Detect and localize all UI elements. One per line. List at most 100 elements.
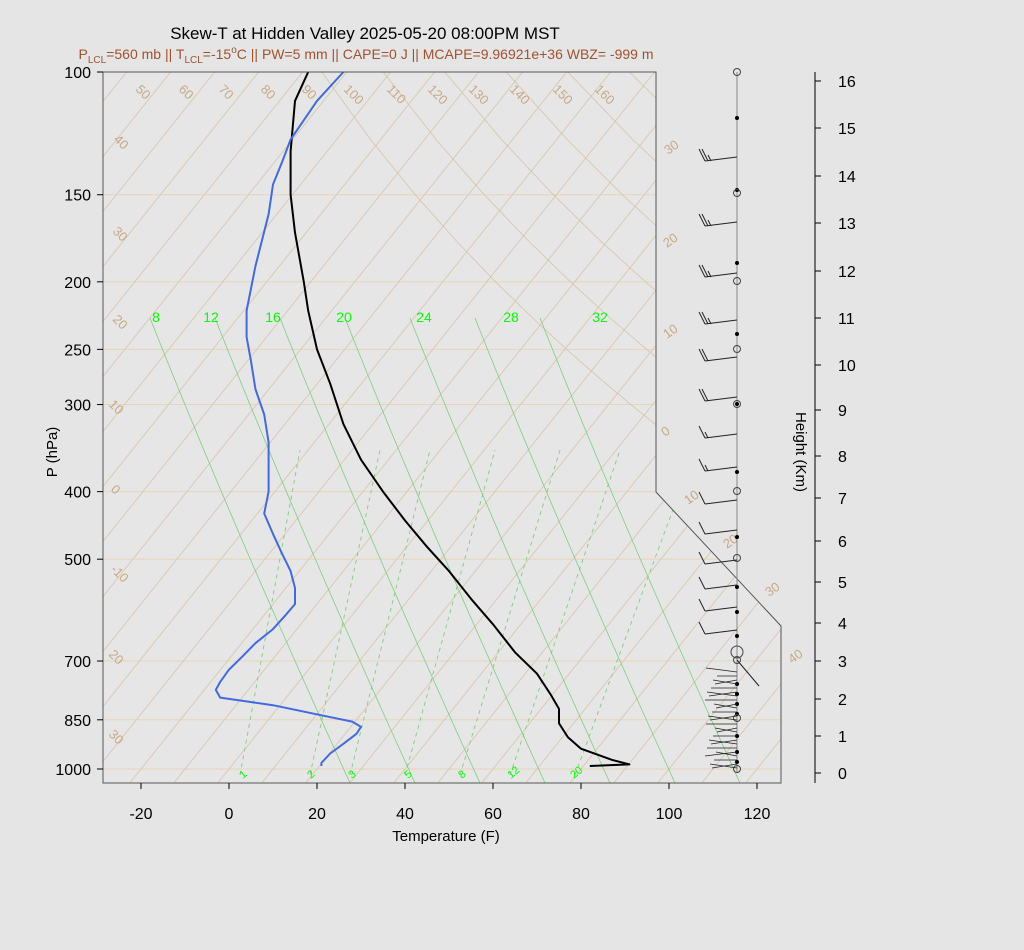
wind-barb-dense — [709, 763, 738, 769]
wind-barb-feather — [698, 148, 706, 162]
plot-border — [102, 71, 782, 784]
height-tick-label: 6 — [838, 534, 847, 551]
wind-barb-feather — [698, 264, 706, 278]
height-tick-label: 1 — [838, 729, 847, 746]
wind-calm-circle — [733, 189, 741, 197]
moist-adiabat-line — [344, 317, 546, 783]
y-axis-label: P (hPa) — [44, 427, 61, 478]
wind-barb — [704, 529, 738, 535]
wind-barb-feather — [707, 219, 712, 227]
profile-line — [289, 72, 631, 767]
wind-calm-circle — [733, 554, 741, 562]
wind-barb-feather — [698, 458, 706, 472]
plot-area: 50 60 70 80 90 100 110 120 130 140 150 160302010010… — [102, 71, 1024, 784]
plot-background — [103, 72, 781, 783]
wind-barb-feather — [704, 431, 709, 439]
height-tick-label: 7 — [838, 491, 847, 508]
wind-barb-feather — [698, 388, 706, 402]
isotherm-line — [524, 72, 781, 783]
isotherm-line — [103, 72, 523, 783]
wind-calm-circle — [733, 765, 741, 773]
height-tick-label: 3 — [838, 654, 847, 671]
wind-barb — [704, 396, 738, 402]
isotherm-line — [103, 72, 303, 783]
isotherm-line — [348, 72, 781, 783]
height-axis-label: Height (Km) — [792, 412, 809, 492]
y-tick-label: 300 — [64, 398, 91, 415]
wind-barb-feather — [704, 464, 709, 472]
wind-barb — [704, 629, 738, 635]
isotherm-line — [612, 72, 781, 783]
isotherm-line — [103, 72, 391, 783]
wind-dot — [735, 760, 739, 764]
wind-barb-feather — [698, 521, 706, 535]
isotherm-line — [789, 72, 1024, 784]
wind-calm-circle — [733, 714, 741, 722]
x-tick-label: 80 — [572, 806, 590, 823]
wind-barb-dense — [707, 715, 738, 721]
y-tick-label: 400 — [64, 485, 91, 502]
isotherm-line — [103, 72, 567, 783]
y-tick-label: 700 — [64, 654, 91, 671]
mixing-ratio-label: 16 — [265, 309, 281, 325]
x-axis-label: Temperature (F) — [392, 828, 500, 845]
y-tick-label: 850 — [64, 713, 91, 730]
wind-barb-dense — [705, 667, 738, 673]
height-tick-label: 0 — [838, 766, 847, 783]
y-axis: 100 150 200 250 300 400 500 700 850 1000 — [55, 65, 103, 779]
moist-adiabat-line — [474, 317, 676, 783]
wind-barb-feather — [698, 348, 706, 362]
height-tick-label: 5 — [838, 575, 847, 592]
y-tick-label: 100 — [64, 65, 91, 82]
wind-barb-feather — [698, 551, 706, 565]
height-tick-label: 16 — [838, 74, 856, 91]
wind-barb-dense — [708, 739, 738, 745]
wind-barb — [736, 659, 760, 687]
y-tick-label: 500 — [64, 552, 91, 569]
wind-barb — [704, 584, 738, 590]
isotherm-line — [172, 72, 743, 783]
wind-dot — [735, 332, 739, 336]
height-tick-label: 15 — [838, 121, 856, 138]
wind-barb-feather — [701, 213, 709, 227]
wind-barb-feather — [698, 598, 706, 612]
isotherm-label-right: 10 — [681, 487, 701, 508]
isotherm-line — [128, 72, 699, 783]
wind-barb — [704, 433, 738, 439]
moist-adiabat-line — [279, 317, 481, 783]
series-layer — [214, 72, 631, 767]
wind-calm-circle — [733, 487, 741, 495]
mixing-ratio-line — [239, 449, 301, 776]
isotherm-line — [103, 72, 435, 783]
isotherm-line — [656, 72, 781, 783]
mixing-ratio-label: 20 — [336, 309, 352, 325]
isotherm-line — [1009, 72, 1024, 784]
isotherm-line — [744, 72, 781, 783]
wind-dot — [735, 470, 739, 474]
wind-barb-feather — [698, 491, 706, 505]
wind-barb-feather — [707, 270, 712, 278]
wind-calm-circle — [733, 68, 741, 76]
dry-adiabat-line — [321, 72, 781, 783]
wind-dot — [735, 402, 739, 406]
y-tick-label: 200 — [64, 275, 91, 292]
isotherm-line — [103, 72, 215, 783]
moist-adiabat-line — [409, 317, 611, 783]
profile-line — [214, 72, 362, 766]
wind-barb-dense — [714, 727, 738, 733]
wind-calm-circle — [733, 400, 741, 408]
height-tick-label: 14 — [838, 169, 856, 186]
isotherm-line — [833, 72, 1024, 784]
mixing-ratio-label: 32 — [592, 309, 608, 325]
x-tick-label: 0 — [225, 806, 234, 823]
isotherm-label-right: 0 — [658, 423, 673, 439]
isotherm-line — [921, 72, 1024, 784]
isotherm-line — [103, 72, 655, 783]
wind-barb — [704, 559, 738, 565]
wind-barb-feather — [707, 154, 712, 162]
isotherm-label-right: 20 — [720, 531, 740, 552]
wind-dot — [735, 610, 739, 614]
moist-adiabat-line — [214, 317, 416, 783]
wind-barb-feather — [701, 311, 709, 325]
